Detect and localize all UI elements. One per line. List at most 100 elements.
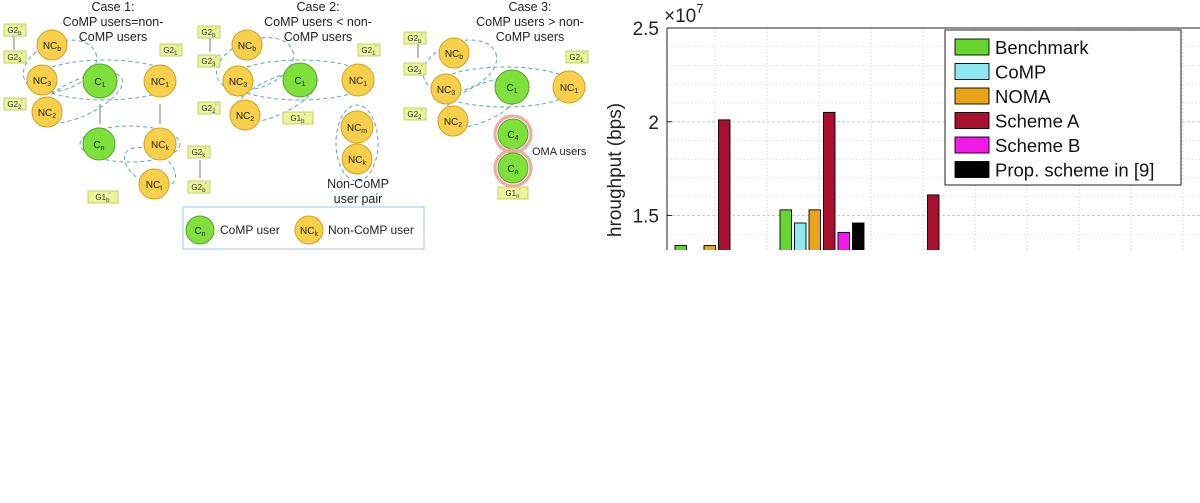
bar (690, 251, 702, 298)
bar (927, 194, 940, 250)
case3-node-nc2: NC2 (437, 105, 469, 137)
svg-text:G2b': G2b' (407, 34, 422, 45)
tag-g2b-case3: G2b' (403, 31, 427, 45)
tag-g2k-case1: G2k' (187, 145, 211, 159)
legend-entry-label: Benchmark (995, 37, 1089, 58)
svg-text:G22': G22' (201, 104, 216, 115)
svg-text:NC2: NC2 (444, 117, 462, 129)
legend-swatch (954, 136, 990, 154)
case1-node-nck: NCk (143, 127, 177, 161)
y-tick-label: 1.5 (633, 207, 659, 228)
bar (899, 270, 911, 298)
svg-text:NCb: NCb (238, 41, 256, 53)
case-1-title-line2: CoMP users=non- (63, 15, 164, 29)
case3-node-cn-oma: Cn (493, 148, 533, 188)
svg-text:G1b': G1b' (95, 193, 110, 204)
bar (852, 222, 865, 250)
bar (779, 209, 792, 250)
svg-text:G1b': G1b' (290, 114, 305, 125)
noncomp-pair-label-line2: user pair (334, 192, 383, 206)
tag-g1n-case3: G1n' (497, 186, 529, 200)
tag-g23-case3: G23' (403, 62, 427, 76)
svg-text:NCb: NCb (445, 49, 463, 61)
case-1-title: Case 1: CoMP users=non- CoMP users (63, 0, 164, 44)
bar (823, 111, 836, 250)
case-3-title: Case 3: CoMP users > non- CoMP users (476, 0, 584, 44)
legend-swatch (954, 161, 990, 178)
tag-g22-case2: G22' (197, 101, 221, 115)
tag-g2b-case1-lower: G2b' (187, 180, 211, 194)
svg-text:NC1: NC1 (560, 83, 578, 95)
tag-g23-case2: G23' (197, 54, 221, 68)
bar (718, 119, 731, 250)
case1-node-nct: NCt (138, 168, 170, 200)
svg-text:NCk: NCk (151, 140, 169, 152)
y-axis-label: hroughput (bps) (605, 103, 626, 237)
case-3-title-line1: Case 3: (508, 0, 551, 14)
case3-node-ncb: NCb (438, 37, 470, 69)
bar (1032, 272, 1044, 298)
svg-text:NCk: NCk (348, 155, 366, 167)
diagram-annotations: Non-CoMP user pair OMA users (327, 146, 587, 206)
y-exponent-label: ×107 (664, 1, 703, 27)
case2-node-nck: NCk (341, 143, 373, 175)
oma-users-label: OMA users (532, 146, 587, 158)
bar (748, 251, 760, 298)
svg-text:G2k': G2k' (192, 148, 207, 159)
legend-swatch (954, 63, 990, 80)
case2-ellipse-noncomp-pair (335, 104, 379, 182)
bar (703, 245, 716, 250)
plot-area: 1.5 2 2.5 hroughput (bps) (605, 19, 1200, 298)
case3-node-c4-oma: C4 (493, 114, 533, 154)
tag-g23-case1: G23' (3, 50, 27, 64)
case-1-title-line3: CoMP users (79, 30, 148, 44)
legend-entry-label: Scheme B (995, 135, 1080, 156)
throughput-bar-chart: 1.5 2 2.5 hroughput (bps) ×107 Benchmark CoMP N… (605, 1, 1200, 298)
case2-node-ncm: NCm (340, 110, 374, 144)
legend-entry-label: CoMP (995, 62, 1046, 83)
legend-noncomp-text: Non-CoMP user (328, 223, 414, 237)
tag-g1b-case2: G1b' (282, 111, 314, 125)
case1-node-nc2: NC2 (31, 96, 63, 128)
legend-swatch (954, 112, 990, 129)
link-lines (13, 36, 419, 178)
legend-entry-label: Scheme A (995, 111, 1080, 132)
diagram-legend: Cn CoMP user NCk Non-CoMP user (182, 206, 425, 250)
case1-node-c1: C1 (82, 63, 118, 99)
nodes: NCb NC3 NC2 C1 NC1 Cn NCk NCt (26, 29, 586, 200)
case-1-title-line1: Case 1: (91, 0, 134, 14)
case1-node-ncb: NCb (36, 29, 68, 61)
svg-text:C1: C1 (94, 77, 105, 89)
case-2-title-line3: CoMP users (284, 30, 353, 44)
case1-node-nc3: NC3 (26, 64, 58, 96)
legend-noncomp-node (294, 215, 324, 245)
svg-text:NC2: NC2 (236, 111, 254, 123)
tag-g22-case3: G22' (403, 107, 427, 121)
legend-entry-label: NOMA (995, 86, 1051, 107)
svg-text:G2b': G2b' (191, 183, 206, 194)
svg-text:G2b': G2b' (7, 26, 22, 37)
svg-text:NCk: NCk (300, 226, 318, 238)
svg-text:G22': G22' (7, 100, 22, 111)
svg-text:G21': G21' (361, 46, 376, 57)
case1-node-cn: Cn (82, 127, 116, 161)
svg-text:C1: C1 (294, 76, 305, 88)
tag-g22-case1: G22' (3, 97, 27, 111)
tags: G2b' G23' G21' G22' G2k' G2b' G1b' (3, 23, 589, 204)
bar (674, 245, 687, 250)
svg-text:NC3: NC3 (437, 85, 455, 97)
case1-node-nc1: NC1 (143, 64, 177, 98)
svg-text:Cn: Cn (93, 140, 104, 152)
case3-node-c1: C1 (494, 69, 530, 105)
svg-text:NCb: NCb (43, 41, 61, 53)
case-2-title-line1: Case 2: (296, 0, 339, 14)
tag-g1b-case1: G1b' (87, 190, 119, 204)
bar (794, 222, 807, 250)
svg-text:C4: C4 (507, 130, 518, 142)
case2-node-nc2: NC2 (229, 99, 261, 131)
svg-text:C1: C1 (506, 83, 517, 95)
case2-node-ncb: NCb (231, 29, 263, 61)
chart-legend-box (944, 29, 1182, 186)
bar (913, 251, 925, 298)
svg-text:G23': G23' (7, 53, 22, 64)
